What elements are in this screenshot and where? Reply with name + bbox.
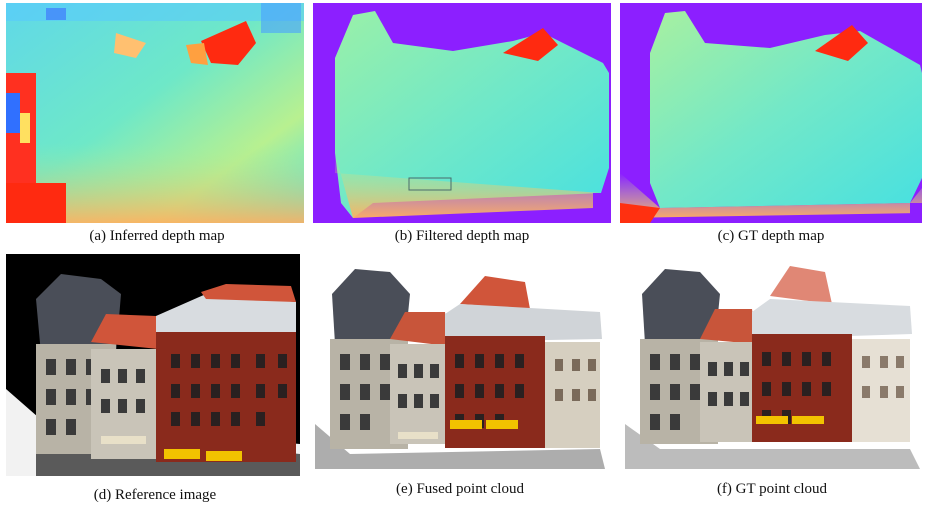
filtered-depth-map (313, 3, 611, 223)
caption-a: (a) Inferred depth map (89, 228, 225, 244)
caption-b: (b) Filtered depth map (394, 228, 530, 244)
gt-point-cloud (620, 254, 922, 476)
gt-depth-map (620, 3, 922, 223)
reference-image (6, 254, 300, 476)
inferred-depth-map (6, 3, 304, 223)
fused-point-cloud (310, 254, 610, 476)
caption-f: (f) GT point cloud (716, 481, 828, 497)
caption-c: (c) GT depth map (717, 228, 825, 244)
caption-e: (e) Fused point cloud (396, 481, 524, 497)
caption-d: (d) Reference image (93, 487, 217, 503)
